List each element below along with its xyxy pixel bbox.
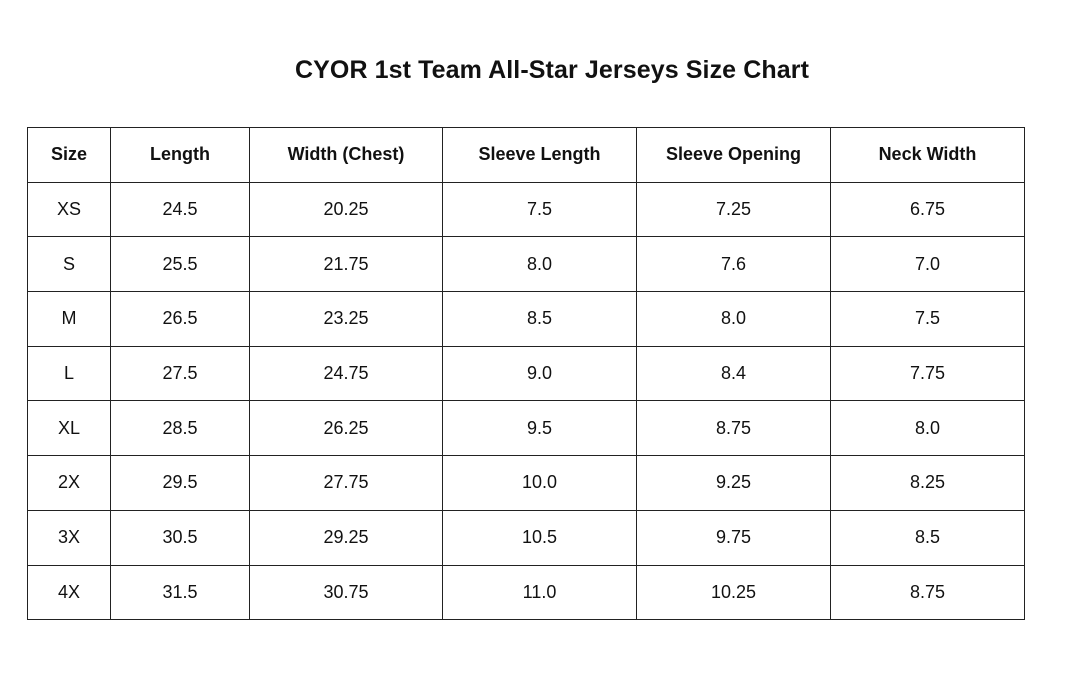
table-row: 3X 30.5 29.25 10.5 9.75 8.5	[27, 509, 1025, 566]
cell-width-chest: 29.25	[249, 509, 443, 566]
table-row: S 25.5 21.75 8.0 7.6 7.0	[27, 236, 1025, 293]
cell-neck-width: 8.0	[830, 400, 1025, 457]
page-title: CYOR 1st Team All-Star Jerseys Size Char…	[294, 56, 810, 84]
table-row: 2X 29.5 27.75 10.0 9.25 8.25	[27, 455, 1025, 511]
table-row: M 26.5 23.25 8.5 8.0 7.5	[27, 291, 1025, 347]
cell-length: 28.5	[110, 400, 250, 457]
cell-neck-width: 8.5	[830, 509, 1025, 566]
cell-sleeve-opening: 8.4	[636, 345, 831, 402]
column-header-sleeve-length: Sleeve Length	[442, 127, 637, 183]
cell-length: 26.5	[110, 291, 250, 347]
table-row: XL 28.5 26.25 9.5 8.75 8.0	[27, 400, 1025, 457]
size-chart-table: Size Length Width (Chest) Sleeve Length …	[27, 127, 1025, 621]
cell-size: XS	[27, 181, 111, 238]
table-row: L 27.5 24.75 9.0 8.4 7.75	[27, 345, 1025, 402]
table-row: XS 24.5 20.25 7.5 7.25 6.75	[27, 181, 1025, 238]
cell-width-chest: 20.25	[249, 181, 443, 238]
cell-sleeve-opening: 9.25	[636, 455, 831, 511]
cell-neck-width: 8.75	[830, 564, 1025, 621]
cell-length: 30.5	[110, 509, 250, 566]
column-header-neck-width: Neck Width	[830, 127, 1025, 183]
cell-size: L	[27, 345, 111, 402]
cell-sleeve-opening: 8.0	[636, 291, 831, 347]
cell-width-chest: 26.25	[249, 400, 443, 457]
cell-size: XL	[27, 400, 111, 457]
column-header-size: Size	[27, 127, 111, 183]
cell-sleeve-length: 9.5	[442, 400, 637, 457]
cell-neck-width: 7.75	[830, 345, 1025, 402]
cell-sleeve-opening: 8.75	[636, 400, 831, 457]
column-header-sleeve-opening: Sleeve Opening	[636, 127, 831, 183]
cell-width-chest: 24.75	[249, 345, 443, 402]
cell-length: 24.5	[110, 181, 250, 238]
cell-sleeve-length: 8.0	[442, 236, 637, 293]
cell-sleeve-opening: 7.6	[636, 236, 831, 293]
cell-sleeve-opening: 7.25	[636, 181, 831, 238]
cell-width-chest: 27.75	[249, 455, 443, 511]
cell-length: 25.5	[110, 236, 250, 293]
cell-length: 27.5	[110, 345, 250, 402]
cell-sleeve-opening: 9.75	[636, 509, 831, 566]
cell-neck-width: 8.25	[830, 455, 1025, 511]
cell-width-chest: 21.75	[249, 236, 443, 293]
cell-width-chest: 23.25	[249, 291, 443, 347]
cell-sleeve-length: 8.5	[442, 291, 637, 347]
cell-sleeve-opening: 10.25	[636, 564, 831, 621]
column-header-length: Length	[110, 127, 250, 183]
cell-size: S	[27, 236, 111, 293]
cell-neck-width: 7.0	[830, 236, 1025, 293]
cell-length: 31.5	[110, 564, 250, 621]
cell-size: 4X	[27, 564, 111, 621]
cell-sleeve-length: 10.0	[442, 455, 637, 511]
cell-length: 29.5	[110, 455, 250, 511]
cell-sleeve-length: 11.0	[442, 564, 637, 621]
cell-neck-width: 7.5	[830, 291, 1025, 347]
column-header-width-chest: Width (Chest)	[249, 127, 443, 183]
cell-size: 3X	[27, 509, 111, 566]
cell-sleeve-length: 7.5	[442, 181, 637, 238]
cell-size: 2X	[27, 455, 111, 511]
cell-sleeve-length: 10.5	[442, 509, 637, 566]
table-row: 4X 31.5 30.75 11.0 10.25 8.75	[27, 564, 1025, 621]
cell-width-chest: 30.75	[249, 564, 443, 621]
cell-sleeve-length: 9.0	[442, 345, 637, 402]
cell-neck-width: 6.75	[830, 181, 1025, 238]
cell-size: M	[27, 291, 111, 347]
table-header-row: Size Length Width (Chest) Sleeve Length …	[27, 127, 1025, 183]
